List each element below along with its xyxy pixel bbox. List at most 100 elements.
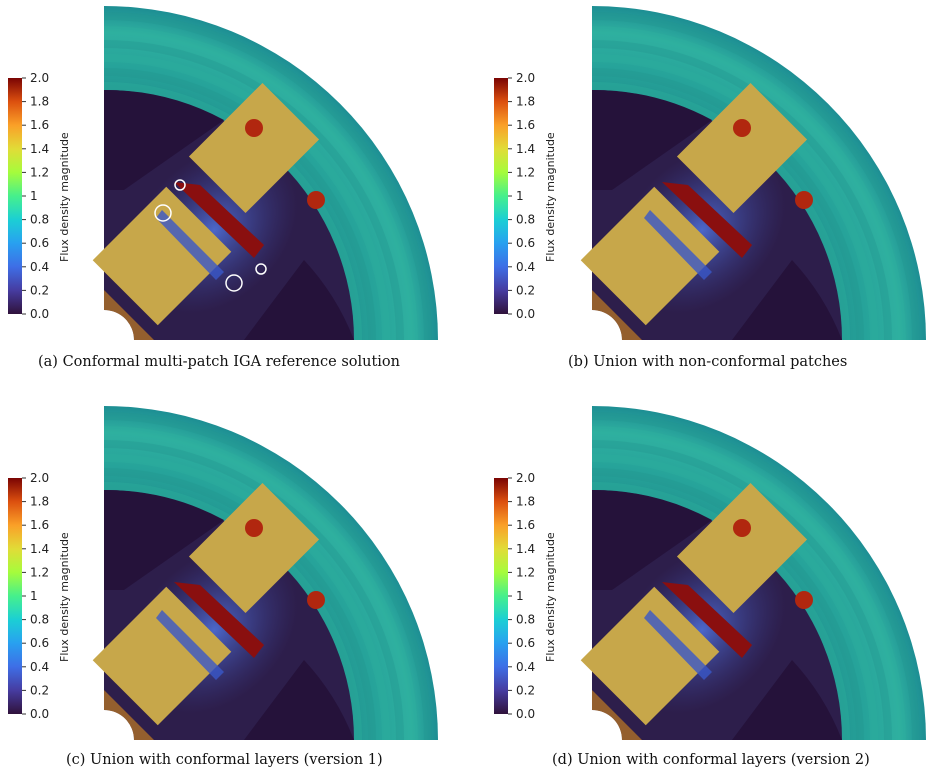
colorbar-tick-label: 1 [516, 189, 524, 203]
colorbar-tick-label: 0.4 [30, 260, 49, 274]
shaft-heat [592, 290, 642, 340]
colorbar-tick-label: 2.0 [516, 471, 535, 485]
colorbar-tick-label: 0.2 [516, 283, 535, 297]
rotor-dark-zone [104, 89, 224, 190]
colorbar-tick-label: 0.6 [516, 636, 535, 650]
panel-c: 2.0 1.8 1.6 1.4 1.2 1 0.8 0.6 0.4 0.2 0.0 Flux den… [0, 388, 466, 776]
colorbar [494, 478, 508, 714]
colorbar-tick-label: 1.2 [516, 565, 535, 579]
colorbar-tick-label: 0.8 [30, 213, 49, 227]
colorbar-tick-label: 2.0 [516, 71, 535, 85]
magnet-lower [580, 186, 720, 326]
panel-a: 2.0 1.8 1.6 1.4 1.2 1 0.8 0.6 0.4 0.2 0.0 Flux den… [0, 0, 466, 388]
colorbar-tick-label: 2.0 [30, 471, 49, 485]
stator-band [591, 440, 892, 741]
panel-d: 2.0 1.8 1.6 1.4 1.2 1 0.8 0.6 0.4 0.2 0.0 Flux den… [466, 388, 932, 776]
colorbar-tick-label: 0.8 [516, 613, 535, 627]
magnet-upper [676, 82, 808, 214]
colorbar-tick-label: 0.4 [30, 660, 49, 674]
stator-band [591, 26, 906, 341]
stator-band [591, 40, 892, 341]
field-plot-d: 2.0 1.8 1.6 1.4 1.2 1 0.8 0.6 0.4 0.2 0.0 [494, 406, 926, 741]
hot-slot [174, 182, 264, 258]
colorbar-tick-label: 1.6 [30, 518, 49, 532]
colorbar-tick-label: 0.2 [30, 283, 49, 297]
flux-channel [156, 210, 224, 280]
colorbar-title: Flux density magnitude [58, 532, 71, 662]
colorbar [8, 478, 22, 714]
colorbar-tick-label: 0.6 [30, 236, 49, 250]
magnet-lower [92, 586, 232, 726]
hot-slot [174, 582, 264, 658]
magnet-lower [580, 586, 720, 726]
stator-band [103, 412, 432, 741]
colorbar-tick-label: 1.6 [516, 118, 535, 132]
hot-spot [733, 119, 751, 137]
stator-band [103, 26, 418, 341]
magnet-upper [188, 82, 320, 214]
stator-band [103, 12, 432, 341]
panel-b: 2.0 1.8 1.6 1.4 1.2 1 0.8 0.6 0.4 0.2 0.0 Flux den… [466, 0, 932, 388]
hot-spot [307, 191, 325, 209]
shaft-hole [104, 310, 134, 340]
caption-b: (b) Union with non-conformal patches [568, 354, 848, 370]
caption-c: (c) Union with conformal layers (version… [66, 752, 383, 768]
field-plot-c: 2.0 1.8 1.6 1.4 1.2 1 0.8 0.6 0.4 0.2 0.0 [8, 406, 438, 741]
colorbar-tick-label: 0.4 [516, 660, 535, 674]
stator-band [103, 426, 418, 741]
hot-spot [307, 591, 325, 609]
colorbar-tick-label: 0.8 [30, 613, 49, 627]
colorbar-tick-label: 2.0 [30, 71, 49, 85]
magnet-upper [188, 482, 320, 614]
stator-band [591, 412, 920, 741]
caption-a: (a) Conformal multi-patch IGA reference … [38, 354, 401, 370]
colorbar-tick-label: 0.6 [30, 636, 49, 650]
colorbar-tick-label: 1.2 [516, 165, 535, 179]
field-plot-b: 2.0 1.8 1.6 1.4 1.2 1 0.8 0.6 0.4 0.2 0.0 [494, 6, 926, 341]
stator-band [591, 426, 906, 741]
colorbar-title: Flux density magnitude [58, 132, 71, 262]
colorbar-title: Flux density magnitude [544, 532, 557, 662]
magnet-upper [676, 482, 808, 614]
colorbar [8, 78, 22, 314]
colorbar-tick-label: 1 [30, 189, 38, 203]
shaft-hole [104, 710, 134, 740]
colorbar-tick-label: 0.0 [516, 307, 535, 321]
shaft-heat [104, 690, 154, 740]
colorbar-tick-label: 0.6 [516, 236, 535, 250]
highlight-circle [255, 263, 267, 275]
colorbar-title: Flux density magnitude [544, 132, 557, 262]
flux-channel [644, 610, 712, 680]
rotor-dark-zone [732, 260, 842, 340]
colorbar-tick-label: 1.2 [30, 565, 49, 579]
rotor-dark-zone [732, 660, 842, 740]
rotor-dark-zone [104, 489, 224, 590]
stator-band [103, 440, 404, 741]
hot-slot [662, 582, 752, 658]
shaft-heat [592, 690, 642, 740]
colorbar-tick-label: 1 [516, 589, 524, 603]
colorbar-tick-label: 1.2 [30, 165, 49, 179]
rotor-dark-zone [592, 89, 712, 190]
hot-spot [795, 191, 813, 209]
colorbar-tick-label: 1.4 [30, 142, 49, 156]
shaft-hole [592, 310, 622, 340]
rotor-dark-zone [592, 489, 712, 590]
colorbar-tick-label: 0.2 [30, 683, 49, 697]
colorbar-tick-label: 1 [30, 589, 38, 603]
caption-d: (d) Union with conformal layers (version… [552, 752, 870, 768]
colorbar-tick-label: 1.8 [516, 495, 535, 509]
colorbar-tick-label: 1.4 [30, 542, 49, 556]
shaft-heat [104, 290, 154, 340]
hot-spot [245, 519, 263, 537]
colorbar-tick-label: 0.2 [516, 683, 535, 697]
highlight-circle [225, 274, 243, 292]
colorbar-tick-label: 1.8 [516, 95, 535, 109]
highlight-circle [174, 179, 186, 191]
colorbar-tick-label: 1.6 [30, 118, 49, 132]
flux-channel [644, 210, 712, 280]
colorbar-tick-label: 0.4 [516, 260, 535, 274]
colorbar-tick-label: 0.8 [516, 213, 535, 227]
hot-spot [795, 591, 813, 609]
colorbar-tick-label: 1.4 [516, 542, 535, 556]
